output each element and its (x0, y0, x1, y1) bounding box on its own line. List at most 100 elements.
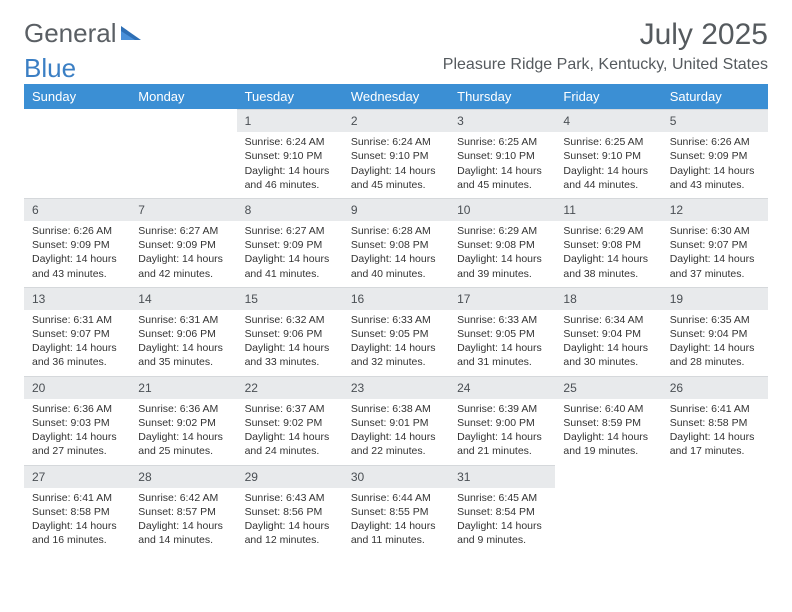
calendar-week-row: 6Sunrise: 6:26 AMSunset: 9:09 PMDaylight… (24, 198, 768, 287)
calendar-week-row: 20Sunrise: 6:36 AMSunset: 9:03 PMDayligh… (24, 376, 768, 465)
day-number: 18 (555, 287, 661, 310)
calendar-day-cell: 28 Sunrise: 6:42 AMSunset: 8:57 PMDayligh… (130, 465, 236, 554)
sunset-text: Sunset: 9:10 PM (245, 149, 335, 163)
calendar-day-cell: 14Sunrise: 6:31 AMSunset: 9:06 PMDayligh… (130, 287, 236, 376)
day-body: Sunrise: 6:36 AMSunset: 9:03 PMDaylight:… (24, 399, 130, 465)
day-body: Sunrise: 6:45 AMSunset: 8:54 PMDaylight:… (449, 488, 555, 554)
calendar-day-cell: 15Sunrise: 6:32 AMSunset: 9:06 PMDayligh… (237, 287, 343, 376)
daylight-text: Daylight: 14 hours and 45 minutes. (351, 164, 441, 192)
sunrise-text: Sunrise: 6:37 AM (245, 402, 335, 416)
sunrise-text: Sunrise: 6:24 AM (245, 135, 335, 149)
day-body: Sunrise: 6:33 AMSunset: 9:05 PMDaylight:… (343, 310, 449, 376)
sunrise-text: Sunrise: 6:42 AM (138, 491, 228, 505)
calendar-table: Sunday Monday Tuesday Wednesday Thursday… (24, 84, 768, 553)
calendar-day-cell (662, 465, 768, 554)
weekday-friday: Friday (555, 84, 661, 109)
calendar-day-cell: 6Sunrise: 6:26 AMSunset: 9:09 PMDaylight… (24, 198, 130, 287)
sunrise-text: Sunrise: 6:44 AM (351, 491, 441, 505)
daylight-text: Daylight: 14 hours and 12 minutes. (245, 519, 335, 547)
day-body: Sunrise: 6:43 AMSunset: 8:56 PMDaylight:… (237, 488, 343, 554)
weekday-monday: Monday (130, 84, 236, 109)
day-body: Sunrise: 6:35 AMSunset: 9:04 PMDaylight:… (662, 310, 768, 376)
sunset-text: Sunset: 8:58 PM (670, 416, 760, 430)
calendar-day-cell: 25Sunrise: 6:40 AMSunset: 8:59 PMDayligh… (555, 376, 661, 465)
weekday-saturday: Saturday (662, 84, 768, 109)
day-body: Sunrise: 6:25 AMSunset: 9:10 PMDaylight:… (449, 132, 555, 198)
calendar-day-cell: 13Sunrise: 6:31 AMSunset: 9:07 PMDayligh… (24, 287, 130, 376)
daylight-text: Daylight: 14 hours and 36 minutes. (32, 341, 122, 369)
daylight-text: Daylight: 14 hours and 35 minutes. (138, 341, 228, 369)
calendar-day-cell: 9Sunrise: 6:28 AMSunset: 9:08 PMDaylight… (343, 198, 449, 287)
calendar-day-cell: 23Sunrise: 6:38 AMSunset: 9:01 PMDayligh… (343, 376, 449, 465)
day-number: 16 (343, 287, 449, 310)
sunrise-text: Sunrise: 6:30 AM (670, 224, 760, 238)
calendar-day-cell (130, 109, 236, 198)
daylight-text: Daylight: 14 hours and 9 minutes. (457, 519, 547, 547)
calendar-day-cell: 16Sunrise: 6:33 AMSunset: 9:05 PMDayligh… (343, 287, 449, 376)
day-body: Sunrise: 6:27 AMSunset: 9:09 PMDaylight:… (130, 221, 236, 287)
sunset-text: Sunset: 9:01 PM (351, 416, 441, 430)
header: General July 2025 (24, 18, 768, 52)
daylight-text: Daylight: 14 hours and 46 minutes. (245, 164, 335, 192)
calendar-day-cell: 10Sunrise: 6:29 AMSunset: 9:08 PMDayligh… (449, 198, 555, 287)
sunset-text: Sunset: 9:10 PM (351, 149, 441, 163)
sunset-text: Sunset: 8:59 PM (563, 416, 653, 430)
calendar-day-cell: 5Sunrise: 6:26 AMSunset: 9:09 PMDaylight… (662, 109, 768, 198)
day-body: Sunrise: 6:37 AMSunset: 9:02 PMDaylight:… (237, 399, 343, 465)
day-number: 5 (662, 109, 768, 132)
day-body: Sunrise: 6:31 AMSunset: 9:06 PMDaylight:… (130, 310, 236, 376)
calendar-day-cell: 17Sunrise: 6:33 AMSunset: 9:05 PMDayligh… (449, 287, 555, 376)
calendar-day-cell: 30Sunrise: 6:44 AMSunset: 8:55 PMDayligh… (343, 465, 449, 554)
day-number: 24 (449, 376, 555, 399)
sunrise-text: Sunrise: 6:40 AM (563, 402, 653, 416)
sunset-text: Sunset: 9:04 PM (670, 327, 760, 341)
day-number: 1 (237, 109, 343, 132)
sunrise-text: Sunrise: 6:29 AM (563, 224, 653, 238)
sunrise-text: Sunrise: 6:43 AM (245, 491, 335, 505)
day-number: 4 (555, 109, 661, 132)
weekday-header-row: Sunday Monday Tuesday Wednesday Thursday… (24, 84, 768, 109)
sunset-text: Sunset: 8:57 PM (138, 505, 228, 519)
sunset-text: Sunset: 9:09 PM (138, 238, 228, 252)
daylight-text: Daylight: 14 hours and 38 minutes. (563, 252, 653, 280)
weekday-wednesday: Wednesday (343, 84, 449, 109)
daylight-text: Daylight: 14 hours and 25 minutes. (138, 430, 228, 458)
day-number: 28 (130, 465, 236, 488)
day-body: Sunrise: 6:40 AMSunset: 8:59 PMDaylight:… (555, 399, 661, 465)
weekday-tuesday: Tuesday (237, 84, 343, 109)
sunset-text: Sunset: 9:09 PM (32, 238, 122, 252)
day-number: 20 (24, 376, 130, 399)
daylight-text: Daylight: 14 hours and 22 minutes. (351, 430, 441, 458)
day-number: 6 (24, 198, 130, 221)
daylight-text: Daylight: 14 hours and 17 minutes. (670, 430, 760, 458)
day-number: 23 (343, 376, 449, 399)
daylight-text: Daylight: 14 hours and 32 minutes. (351, 341, 441, 369)
logo: General (24, 18, 145, 49)
day-body: Sunrise: 6:29 AMSunset: 9:08 PMDaylight:… (449, 221, 555, 287)
calendar-week-row: 27Sunrise: 6:41 AMSunset: 8:58 PMDayligh… (24, 465, 768, 554)
sunrise-text: Sunrise: 6:27 AM (138, 224, 228, 238)
sunset-text: Sunset: 9:05 PM (351, 327, 441, 341)
sunrise-text: Sunrise: 6:24 AM (351, 135, 441, 149)
calendar-week-row: 13Sunrise: 6:31 AMSunset: 9:07 PMDayligh… (24, 287, 768, 376)
sunrise-text: Sunrise: 6:34 AM (563, 313, 653, 327)
daylight-text: Daylight: 14 hours and 14 minutes. (138, 519, 228, 547)
sunrise-text: Sunrise: 6:27 AM (245, 224, 335, 238)
daylight-text: Daylight: 14 hours and 28 minutes. (670, 341, 760, 369)
sunrise-text: Sunrise: 6:33 AM (457, 313, 547, 327)
daylight-text: Daylight: 14 hours and 19 minutes. (563, 430, 653, 458)
daylight-text: Daylight: 14 hours and 45 minutes. (457, 164, 547, 192)
sunset-text: Sunset: 9:02 PM (138, 416, 228, 430)
calendar-day-cell: 19Sunrise: 6:35 AMSunset: 9:04 PMDayligh… (662, 287, 768, 376)
day-body: Sunrise: 6:36 AMSunset: 9:02 PMDaylight:… (130, 399, 236, 465)
calendar-day-cell: 18Sunrise: 6:34 AMSunset: 9:04 PMDayligh… (555, 287, 661, 376)
sunset-text: Sunset: 9:10 PM (563, 149, 653, 163)
sunset-text: Sunset: 8:54 PM (457, 505, 547, 519)
day-body: Sunrise: 6:41 AMSunset: 8:58 PMDaylight:… (662, 399, 768, 465)
day-number: 14 (130, 287, 236, 310)
day-body: Sunrise: 6:29 AMSunset: 9:08 PMDaylight:… (555, 221, 661, 287)
daylight-text: Daylight: 14 hours and 24 minutes. (245, 430, 335, 458)
calendar-day-cell: 21Sunrise: 6:36 AMSunset: 9:02 PMDayligh… (130, 376, 236, 465)
day-number: 31 (449, 465, 555, 488)
sunset-text: Sunset: 9:06 PM (245, 327, 335, 341)
